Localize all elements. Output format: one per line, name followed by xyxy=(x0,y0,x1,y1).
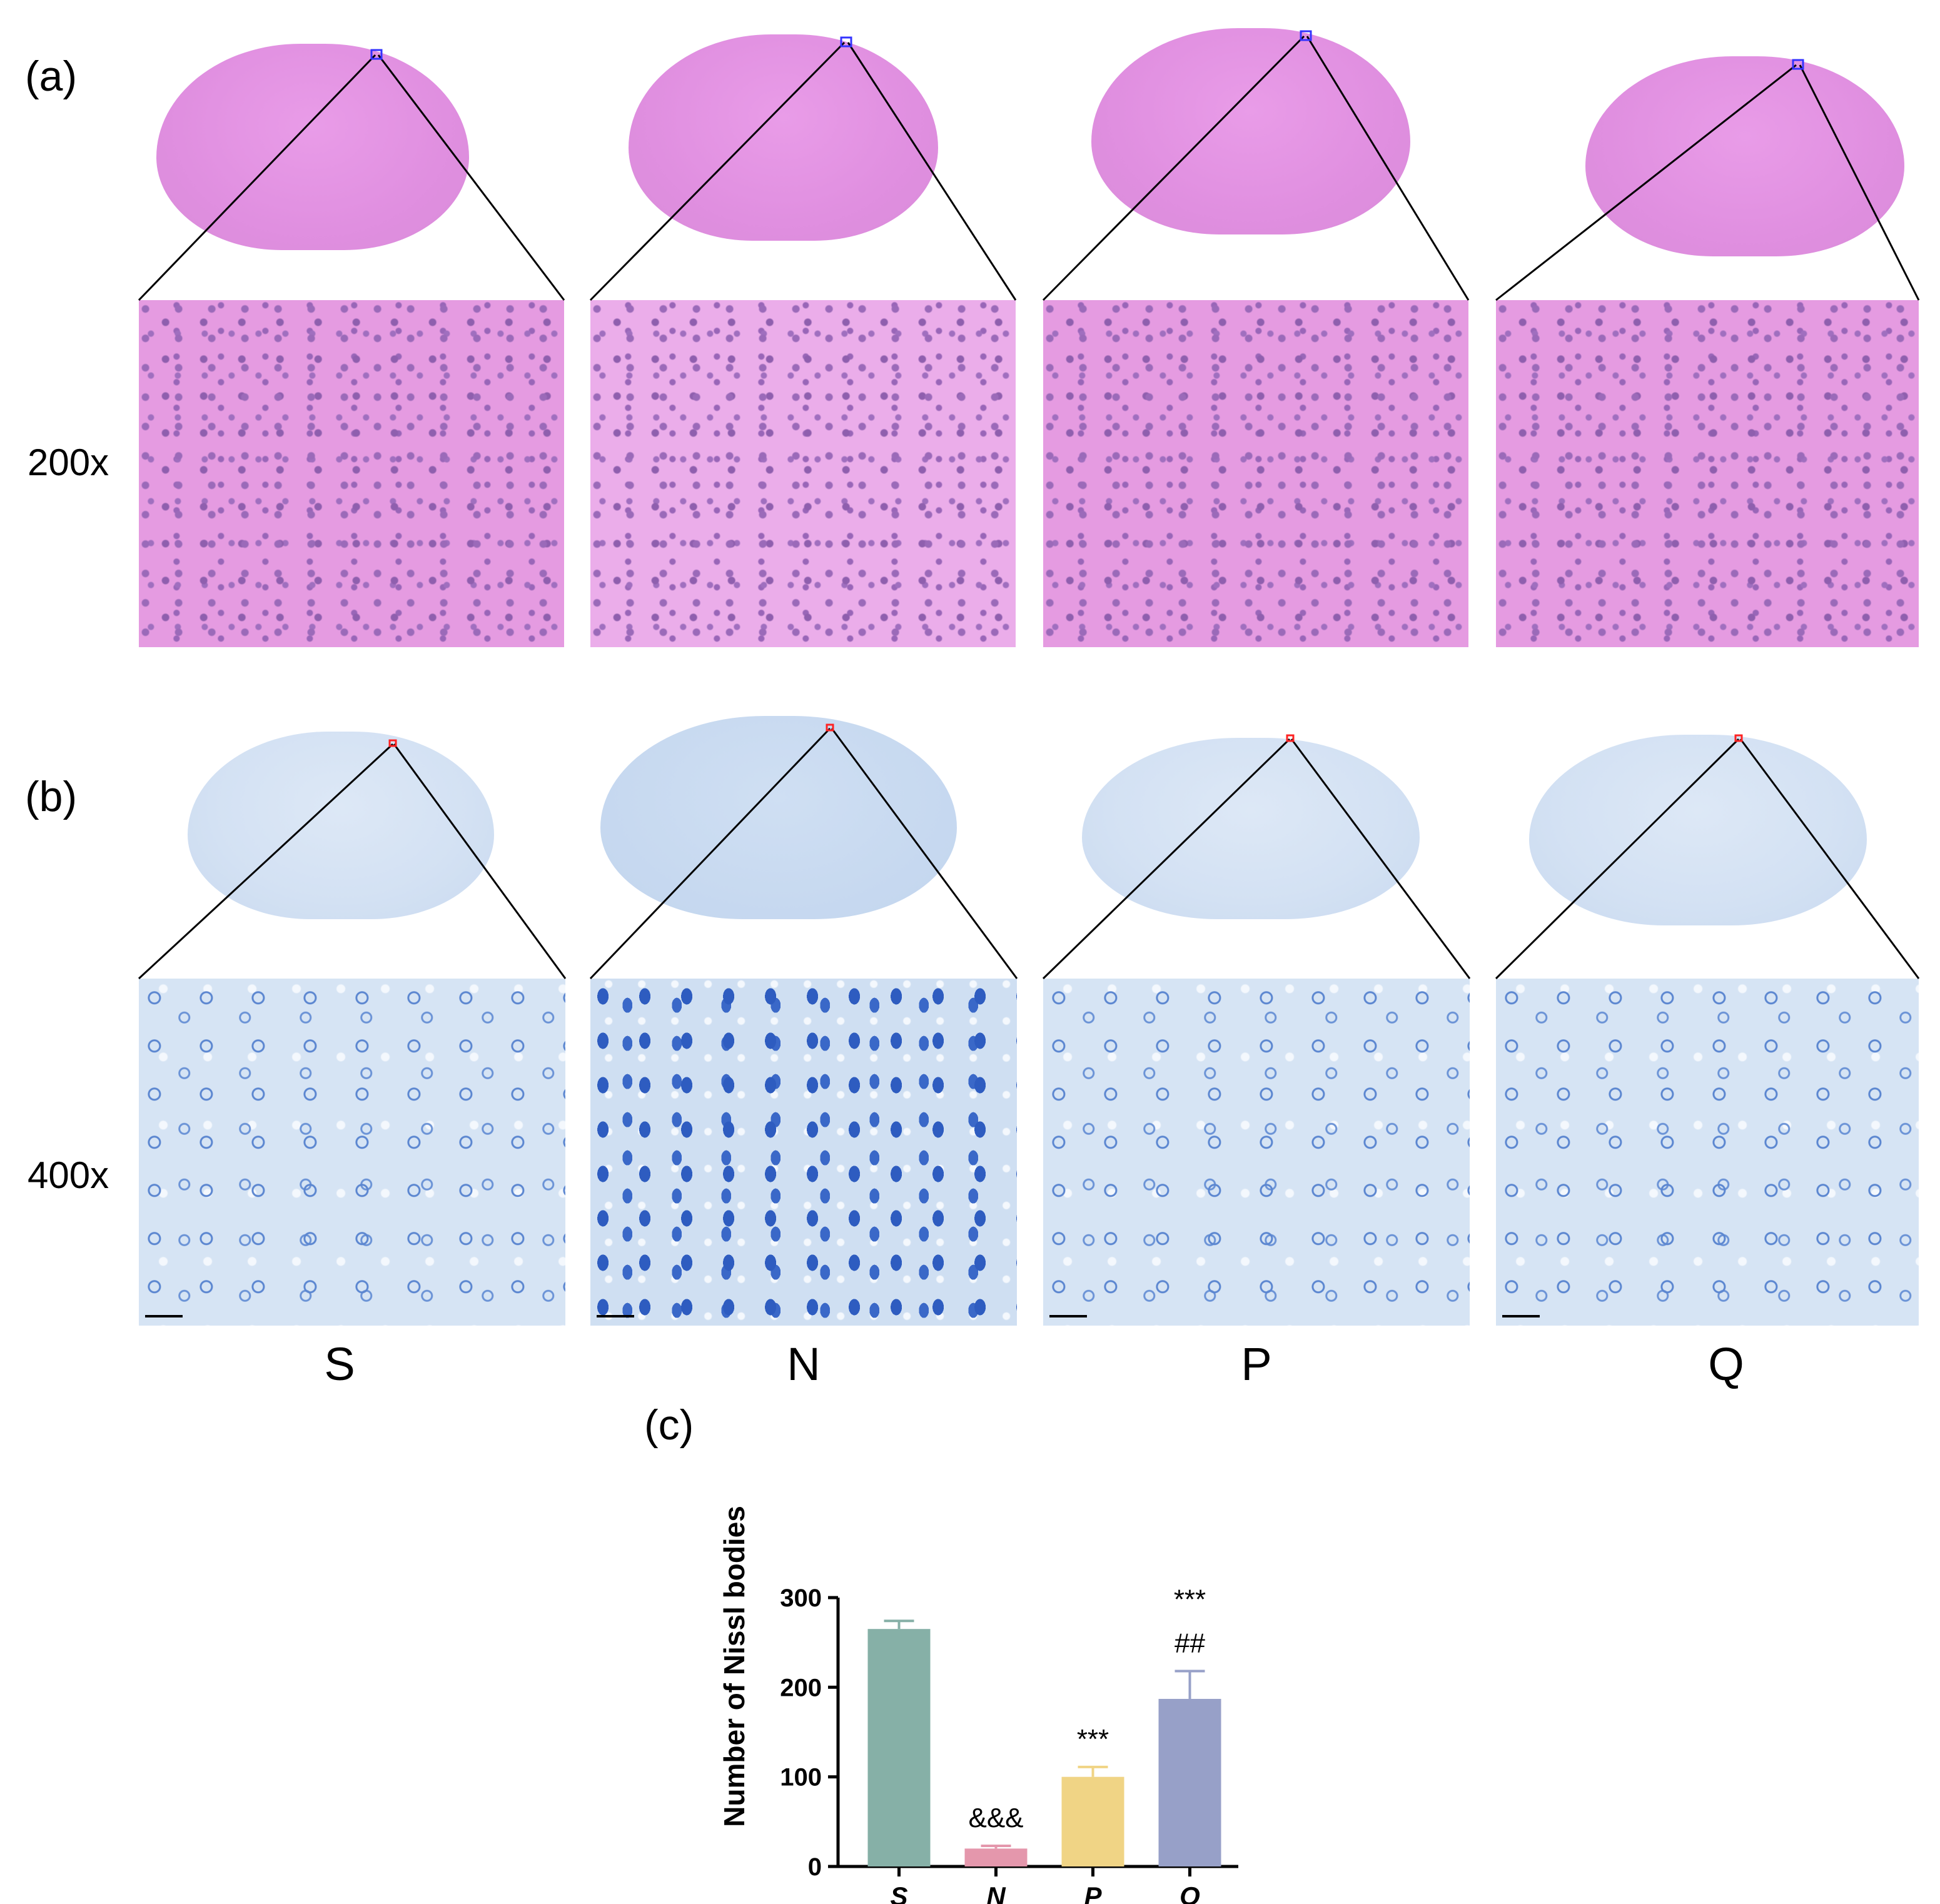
panel-b-label: (b) xyxy=(25,773,78,820)
y-tick-label-0: 0 xyxy=(808,1853,822,1881)
he-section-s xyxy=(156,44,469,250)
roi-box-b-n xyxy=(826,723,834,732)
x-tick-label-S: S xyxy=(890,1881,907,1904)
nissl-bar-chart: Number of Nissl bodies 0 100 200 300 S N &&& P *… xyxy=(718,1506,1238,1904)
y-tick-label-100: 100 xyxy=(780,1764,822,1791)
bar-Q xyxy=(1158,1698,1221,1866)
annotation-Q-1: ## xyxy=(1175,1628,1205,1659)
roi-box-a-n xyxy=(840,36,852,48)
roi-box-a-s xyxy=(370,49,383,60)
x-tick-label-N: N xyxy=(986,1881,1006,1904)
he-section-q xyxy=(1585,56,1904,256)
zoom-line-a-q-right xyxy=(1799,64,1920,301)
nissl-micrograph-q xyxy=(1496,979,1919,1326)
x-tick-label-P: P xyxy=(1084,1881,1102,1904)
roi-box-b-s xyxy=(388,739,397,747)
nissl-section-p xyxy=(1082,738,1420,919)
bar-S xyxy=(867,1629,931,1866)
zoom-line-b-p-left xyxy=(1042,738,1291,980)
he-section-p xyxy=(1091,28,1410,234)
zoom-line-b-s-right xyxy=(393,743,567,979)
panel-c-label: (c) xyxy=(644,1401,694,1449)
magnification-200-label: 200x xyxy=(28,441,109,483)
roi-box-b-q xyxy=(1734,734,1743,742)
nissl-section-s xyxy=(188,732,494,919)
he-micrograph-p xyxy=(1043,300,1468,647)
zoom-line-b-n-right xyxy=(831,728,1018,979)
bar-P xyxy=(1061,1776,1124,1866)
zoom-line-a-s-right xyxy=(377,54,565,301)
roi-box-a-q xyxy=(1792,59,1804,70)
zoom-line-b-n-left xyxy=(589,727,831,980)
zoom-line-b-p-right xyxy=(1290,738,1471,979)
group-label-p: P xyxy=(1241,1338,1272,1390)
zoom-line-b-q-left xyxy=(1495,738,1740,980)
group-label-s: S xyxy=(324,1338,355,1390)
roi-box-b-p xyxy=(1286,734,1295,742)
zoom-line-a-p-left xyxy=(1042,35,1305,301)
annotation-Q-0: *** xyxy=(1174,1584,1206,1615)
nissl-micrograph-n xyxy=(590,979,1017,1326)
roi-box-a-p xyxy=(1300,30,1312,41)
he-micrograph-q xyxy=(1496,300,1919,647)
magnification-400-label: 400x xyxy=(28,1154,109,1196)
annotation-P-0: *** xyxy=(1077,1724,1109,1755)
zoom-line-a-n-right xyxy=(847,42,1017,301)
nissl-section-q xyxy=(1529,735,1867,925)
group-label-q: Q xyxy=(1708,1338,1744,1390)
zoom-line-a-q-left xyxy=(1495,64,1797,301)
annotation-N-0: &&& xyxy=(968,1803,1023,1833)
zoom-line-b-s-left xyxy=(138,743,394,980)
nissl-micrograph-s xyxy=(139,979,565,1326)
zoom-line-a-n-left xyxy=(589,41,846,301)
y-tick-label-300: 300 xyxy=(780,1584,822,1612)
nissl-micrograph-p xyxy=(1043,979,1470,1326)
zoom-line-b-q-right xyxy=(1739,738,1920,979)
zoom-line-a-p-right xyxy=(1306,36,1470,301)
he-micrograph-s xyxy=(139,300,564,647)
bar-N xyxy=(964,1848,1028,1866)
panel-a-label: (a) xyxy=(25,53,78,100)
y-axis-label: Number of Nissl bodies xyxy=(718,1506,750,1827)
he-section-n xyxy=(629,34,938,241)
he-micrograph-n xyxy=(590,300,1016,647)
x-tick-label-Q: Q xyxy=(1180,1881,1200,1904)
y-tick-label-200: 200 xyxy=(780,1674,822,1701)
zoom-overlay xyxy=(138,30,1920,1317)
group-label-n: N xyxy=(787,1338,821,1390)
zoom-line-a-s-left xyxy=(138,54,376,301)
